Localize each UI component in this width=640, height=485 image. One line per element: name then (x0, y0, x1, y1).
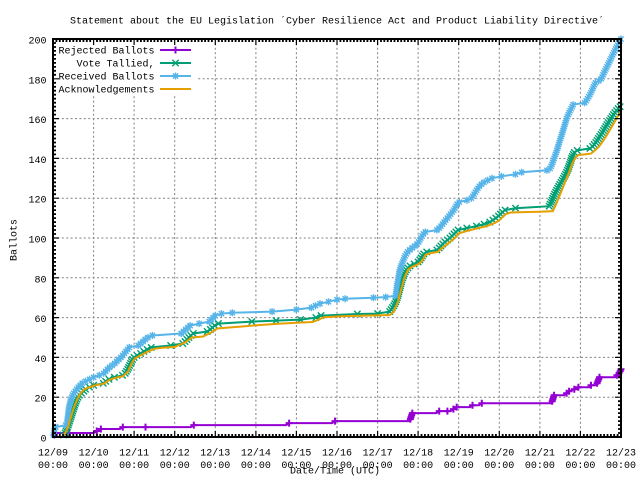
svg-text:Ballots: Ballots (9, 219, 21, 261)
svg-text:200: 200 (28, 37, 46, 48)
svg-text:12/14: 12/14 (241, 447, 271, 459)
svg-text:80: 80 (34, 275, 46, 286)
svg-text:12/15: 12/15 (281, 447, 311, 459)
svg-text:180: 180 (28, 76, 46, 87)
svg-text:00:00: 00:00 (444, 461, 474, 472)
svg-text:12/18: 12/18 (403, 447, 433, 459)
svg-text:00:00: 00:00 (160, 461, 190, 472)
svg-text:00:00: 00:00 (241, 461, 271, 472)
svg-text:00:00: 00:00 (363, 461, 393, 472)
svg-text:00:00: 00:00 (525, 461, 555, 472)
svg-text:00:00: 00:00 (403, 461, 433, 472)
svg-text:Rejected Ballots: Rejected Ballots (58, 46, 154, 58)
svg-text:12/20: 12/20 (484, 447, 514, 459)
svg-text:100: 100 (28, 236, 46, 247)
svg-text:12/16: 12/16 (322, 447, 352, 459)
svg-text:00:00: 00:00 (281, 461, 311, 472)
svg-text:0: 0 (40, 435, 46, 446)
svg-text:00:00: 00:00 (565, 461, 595, 472)
svg-text:12/23: 12/23 (606, 447, 636, 459)
svg-text:12/21: 12/21 (525, 447, 555, 459)
svg-text:Acknowledgements: Acknowledgements (58, 85, 154, 97)
svg-text:40: 40 (34, 355, 46, 366)
svg-text:12/11: 12/11 (119, 447, 149, 459)
svg-text:140: 140 (28, 156, 46, 167)
svg-text:Date/Time (UTC): Date/Time (UTC) (290, 466, 380, 478)
svg-text:00:00: 00:00 (484, 461, 514, 472)
svg-text:60: 60 (34, 315, 46, 326)
svg-text:160: 160 (28, 116, 46, 127)
svg-text:120: 120 (28, 196, 46, 207)
svg-text:00:00: 00:00 (38, 461, 68, 472)
svg-text:00:00: 00:00 (200, 461, 230, 472)
svg-text:Statement about the EU Legisla: Statement about the EU Legislation ´Cybe… (70, 14, 604, 27)
svg-text:Vote Tallied,: Vote Tallied, (76, 59, 154, 71)
svg-text:12/10: 12/10 (79, 447, 109, 459)
svg-text:12/19: 12/19 (444, 447, 474, 459)
svg-text:12/22: 12/22 (565, 447, 595, 459)
svg-text:00:00: 00:00 (119, 461, 149, 472)
svg-text:20: 20 (34, 395, 46, 406)
svg-text:Received Ballots: Received Ballots (58, 72, 154, 84)
svg-text:12/09: 12/09 (38, 447, 68, 459)
svg-text:00:00: 00:00 (79, 461, 109, 472)
svg-text:00:00: 00:00 (606, 461, 636, 472)
svg-text:00:00: 00:00 (322, 461, 352, 472)
svg-text:12/13: 12/13 (200, 447, 230, 459)
svg-text:12/17: 12/17 (363, 447, 393, 459)
svg-text:12/12: 12/12 (160, 447, 190, 459)
